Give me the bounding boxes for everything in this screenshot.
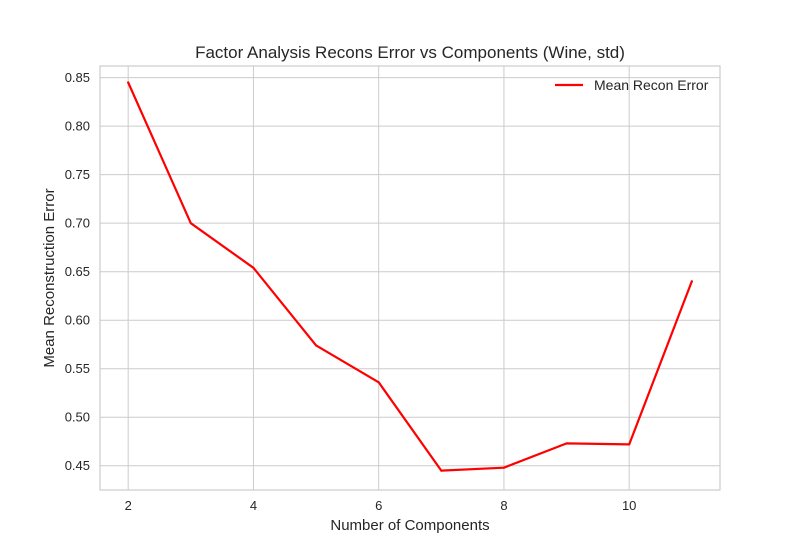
- plot-area: [99, 65, 721, 491]
- legend: Mean Recon Error: [555, 77, 709, 93]
- data-point: [565, 442, 568, 445]
- data-point: [252, 266, 255, 269]
- chart-title: Factor Analysis Recons Error vs Componen…: [195, 43, 625, 62]
- y-tick-label: 0.60: [65, 313, 90, 328]
- series-line: [127, 81, 693, 472]
- y-tick-label: 0.85: [65, 70, 90, 85]
- x-tick-label: 4: [250, 498, 257, 513]
- x-tick-label: 10: [622, 498, 636, 513]
- plot-frame: [99, 65, 721, 491]
- y-tick-label: 0.55: [65, 361, 90, 376]
- y-tick-label: 0.65: [65, 264, 90, 279]
- series-layer: [127, 81, 693, 472]
- data-point: [314, 344, 318, 347]
- tick-labels: 0.45 0.50 0.55 0.60 0.65 0.70 0.75 0.80 0.85 2 4 6 8…: [65, 70, 637, 513]
- data-point: [377, 381, 380, 384]
- grid: [100, 66, 720, 490]
- y-tick-label: 0.75: [65, 167, 90, 182]
- y-tick-label: 0.45: [65, 458, 90, 473]
- x-tick-label: 8: [500, 498, 507, 513]
- y-tick-label: 0.80: [65, 119, 90, 134]
- data-point: [127, 81, 130, 84]
- y-tick-label: 0.50: [65, 410, 90, 425]
- data-point: [189, 222, 192, 225]
- data-point: [628, 443, 631, 446]
- x-axis-label: Number of Components: [330, 517, 489, 534]
- x-tick-label: 6: [375, 498, 382, 513]
- y-tick-label: 0.70: [65, 216, 90, 231]
- y-axis-label: Mean Reconstruction Error: [41, 188, 58, 367]
- data-point: [440, 469, 443, 472]
- data-point: [502, 466, 506, 469]
- x-tick-label: 2: [125, 498, 132, 513]
- data-point: [690, 280, 693, 283]
- legend-label: Mean Recon Error: [594, 77, 709, 93]
